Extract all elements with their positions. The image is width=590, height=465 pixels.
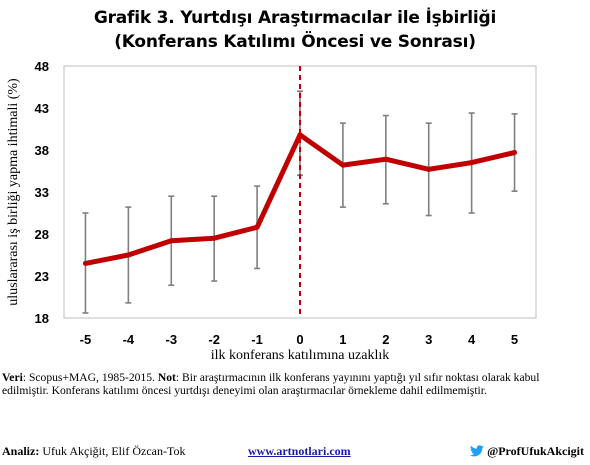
data-point bbox=[125, 252, 131, 258]
x-axis-title: ilk konferans katılımına uzaklık bbox=[210, 348, 390, 363]
y-tick-label: 38 bbox=[35, 143, 49, 158]
twitter-handle: @ProfUfukAkcigit bbox=[487, 444, 584, 458]
x-tick-label: 4 bbox=[468, 332, 476, 347]
y-axis-title: uluslararası iş birliği yapma ihtimali (… bbox=[6, 78, 21, 306]
analysis-credit: Analiz: Ufuk Akçiğit, Elif Özcan-Tok bbox=[2, 444, 185, 459]
analysis-label: Analiz: bbox=[2, 444, 40, 458]
website-link[interactable]: www.artnotlari.com bbox=[248, 444, 351, 458]
x-tick-label: 3 bbox=[425, 332, 432, 347]
source-text: : Scopus+MAG, 1985-2015. bbox=[22, 371, 155, 384]
x-tick-label: -5 bbox=[80, 332, 92, 347]
x-tick-label: 5 bbox=[511, 332, 518, 347]
x-tick-label: -2 bbox=[208, 332, 220, 347]
y-tick-label: 43 bbox=[35, 101, 49, 116]
source-label: Veri bbox=[2, 371, 23, 384]
note-label: Not bbox=[157, 371, 176, 384]
twitter-bird-icon bbox=[470, 445, 484, 457]
chart-notes: Veri: Scopus+MAG, 1985-2015. Not: Bir ar… bbox=[2, 371, 588, 398]
data-point bbox=[383, 156, 389, 162]
y-tick-label: 18 bbox=[35, 311, 49, 326]
x-tick-label: 2 bbox=[382, 332, 389, 347]
y-tick-label: 28 bbox=[35, 227, 49, 242]
data-point bbox=[211, 235, 217, 241]
y-tick-label: 48 bbox=[35, 59, 49, 74]
x-tick-label: -1 bbox=[251, 332, 263, 347]
data-point bbox=[426, 166, 432, 172]
footer: Analiz: Ufuk Akçiğit, Elif Özcan-Tok www… bbox=[2, 444, 588, 460]
y-tick-label: 23 bbox=[35, 269, 49, 284]
note-text: : Bir araştırmacının ilk konferans yayın… bbox=[2, 371, 540, 398]
data-point bbox=[297, 132, 303, 138]
x-tick-label: -3 bbox=[165, 332, 177, 347]
chart-subtitle: (Konferans Katılımı Öncesi ve Sonrası) bbox=[114, 32, 476, 52]
data-point bbox=[254, 224, 260, 230]
twitter-handle-link[interactable]: @ProfUfukAkcigit bbox=[470, 444, 584, 459]
data-point bbox=[469, 160, 475, 166]
x-tick-label: 1 bbox=[339, 332, 346, 347]
chart-title: Grafik 3. Yurtdışı Araştırmacılar ile İş… bbox=[93, 8, 497, 28]
data-point bbox=[82, 260, 88, 266]
analysis-authors: Ufuk Akçiğit, Elif Özcan-Tok bbox=[39, 444, 186, 458]
x-tick-label: 0 bbox=[296, 332, 303, 347]
data-point bbox=[512, 150, 518, 156]
data-point bbox=[340, 162, 346, 168]
x-tick-label: -4 bbox=[123, 332, 135, 347]
y-tick-label: 33 bbox=[35, 185, 49, 200]
data-point bbox=[168, 238, 174, 244]
